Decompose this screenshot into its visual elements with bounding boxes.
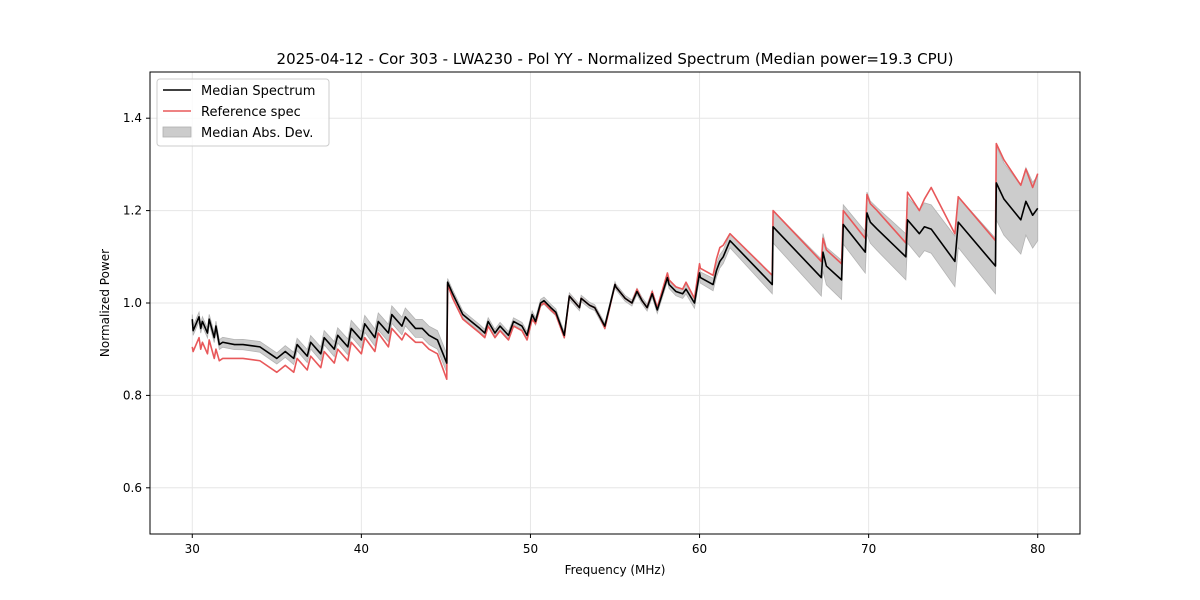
x-tick-label: 30 bbox=[185, 542, 200, 556]
x-tick-label: 80 bbox=[1030, 542, 1045, 556]
median-line-layer bbox=[191, 182, 1039, 364]
y-tick-label: 1.4 bbox=[123, 111, 142, 125]
legend-box bbox=[156, 78, 330, 147]
y-axis-ticks: 0.6 0.8 1.0 1.2 1.4 bbox=[123, 111, 150, 495]
y-axis-label: Normalized Power bbox=[98, 249, 112, 357]
mad-band-layer bbox=[191, 145, 1039, 373]
x-tick-label: 60 bbox=[692, 542, 707, 556]
legend: Median Spectrum Reference spec Median Ab… bbox=[156, 78, 330, 147]
x-axis-ticks: 30 40 50 60 70 80 bbox=[185, 534, 1045, 556]
legend-median-label: Median Spectrum bbox=[201, 84, 315, 99]
legend-mad-label: Median Abs. Dev. bbox=[201, 126, 313, 141]
x-tick-label: 50 bbox=[523, 542, 538, 556]
legend-mad-swatch bbox=[162, 126, 192, 138]
y-tick-label: 0.6 bbox=[123, 481, 142, 495]
chart-title: 2025-04-12 - Cor 303 - LWA230 - Pol YY -… bbox=[277, 50, 954, 68]
mad-band bbox=[191, 145, 1039, 373]
y-tick-label: 0.8 bbox=[123, 388, 142, 402]
x-tick-label: 40 bbox=[354, 542, 369, 556]
y-tick-label: 1.2 bbox=[123, 204, 142, 218]
x-axis-label: Frequency (MHz) bbox=[565, 563, 666, 577]
legend-reference-label: Reference spec bbox=[201, 105, 301, 120]
y-tick-label: 1.0 bbox=[123, 296, 142, 310]
median-spectrum-line bbox=[191, 182, 1039, 364]
x-tick-label: 70 bbox=[861, 542, 876, 556]
